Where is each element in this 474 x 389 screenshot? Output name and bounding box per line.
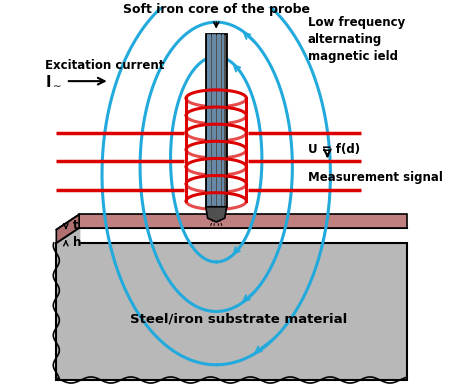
Text: Measurement signal: Measurement signal: [308, 171, 442, 184]
Bar: [56, 243, 407, 380]
Text: U = f(d): U = f(d): [308, 143, 360, 156]
Polygon shape: [206, 207, 227, 222]
Polygon shape: [79, 214, 407, 228]
Text: Excitation current: Excitation current: [45, 60, 164, 72]
Text: Low frequency
alternating
magnetic ield: Low frequency alternating magnetic ield: [308, 16, 405, 63]
Polygon shape: [56, 214, 79, 243]
Text: Soft iron core of the probe: Soft iron core of the probe: [123, 4, 310, 27]
Text: t: t: [73, 219, 78, 231]
Bar: [206, 33, 227, 207]
Text: I$_{\sim}$: I$_{\sim}$: [45, 74, 62, 89]
Text: h: h: [73, 236, 81, 249]
Text: Steel/iron substrate material: Steel/iron substrate material: [130, 313, 348, 326]
